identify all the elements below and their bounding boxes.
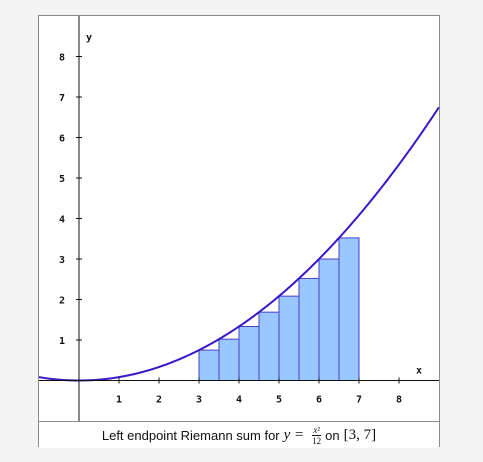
x-tick-label: 4 bbox=[236, 395, 242, 406]
y-tick-label: 7 bbox=[59, 93, 65, 104]
caption-lhs: y = bbox=[283, 426, 305, 443]
y-tick-label: 8 bbox=[59, 53, 65, 64]
caption-on: on bbox=[325, 427, 340, 443]
riemann-bar-5 bbox=[278, 295, 300, 381]
y-tick-label: 3 bbox=[59, 255, 65, 266]
y-axis-label: y bbox=[86, 32, 92, 43]
riemann-bar-3 bbox=[238, 326, 260, 381]
y-tick-label: 5 bbox=[59, 174, 65, 185]
riemann-bar-1 bbox=[198, 349, 220, 381]
caption-interval: [3, 7] bbox=[343, 426, 377, 443]
x-tick-label: 1 bbox=[116, 395, 122, 406]
chart-caption: Left endpoint Riemann sum for y = x² 12 … bbox=[39, 421, 439, 448]
x-axis-label: x bbox=[416, 366, 422, 377]
y-tick-label: 2 bbox=[59, 296, 65, 307]
plot-area: 1 2 3 4 5 6 7 8 1 2 3 4 5 6 7 8 x y bbox=[39, 16, 439, 421]
x-tick-label: 5 bbox=[276, 395, 282, 406]
y-tick-label: 6 bbox=[59, 134, 65, 145]
fraction-denominator: 12 bbox=[312, 435, 322, 446]
x-tick-label: 8 bbox=[396, 395, 402, 406]
riemann-bar-7 bbox=[318, 258, 340, 381]
x-tick-label: 2 bbox=[156, 395, 162, 406]
riemann-bar-6 bbox=[298, 277, 320, 381]
x-tick-label: 7 bbox=[356, 395, 362, 406]
fraction-numerator: x² bbox=[312, 424, 322, 436]
x-tick-label: 3 bbox=[196, 395, 202, 406]
x-tick-label: 6 bbox=[316, 395, 322, 406]
caption-fraction: x² 12 bbox=[312, 425, 321, 446]
y-tick-label: 4 bbox=[59, 215, 65, 226]
function-curve bbox=[39, 106, 439, 382]
riemann-bar-4 bbox=[258, 311, 280, 381]
y-tick-label: 1 bbox=[59, 336, 65, 347]
riemann-bar-2 bbox=[218, 338, 240, 381]
riemann-bar-8 bbox=[338, 237, 360, 381]
caption-prefix: Left endpoint Riemann sum for bbox=[101, 427, 280, 443]
